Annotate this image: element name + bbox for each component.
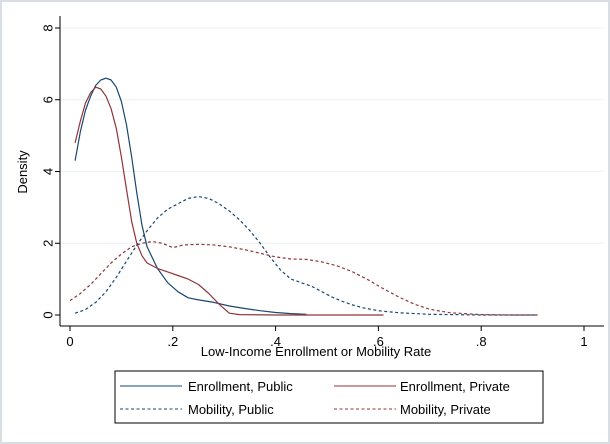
y-tick-label: 0: [41, 311, 56, 318]
x-tick-label: .6: [373, 334, 384, 349]
y-tick-label: 6: [41, 96, 56, 103]
legend: Enrollment, Public Enrollment, Private M…: [114, 370, 544, 424]
legend-box: [114, 370, 544, 424]
legend-label-enrollment-private: Enrollment, Private: [400, 379, 510, 394]
gridlines: [61, 27, 604, 244]
legend-label-mobility-public: Mobility, Public: [188, 402, 274, 417]
y-tick-label: 4: [41, 168, 56, 175]
series-line-mobility-private: [69, 240, 538, 316]
axes: 0 2 4 6 8 0 .2 .4 .6 .8 1: [41, 16, 604, 349]
x-tick-label: .8: [476, 334, 487, 349]
x-tick-label: .2: [167, 334, 178, 349]
series-line-mobility-public: [74, 196, 538, 316]
x-tick-label: 1: [580, 334, 587, 349]
x-axis-title: Low-Income Enrollment or Mobility Rate: [201, 344, 431, 359]
series-layer: [69, 77, 538, 316]
x-tick-label: 0: [66, 334, 73, 349]
series-line-enrollment-private: [74, 86, 384, 316]
legend-label-enrollment-public: Enrollment, Public: [188, 379, 293, 394]
y-tick-label: 2: [41, 240, 56, 247]
legend-label-mobility-private: Mobility, Private: [400, 402, 491, 417]
series-line-enrollment-public: [74, 77, 307, 315]
x-tick-label: .4: [270, 334, 281, 349]
y-axis-title: Density: [15, 150, 30, 194]
y-tick-label: 8: [41, 24, 56, 31]
